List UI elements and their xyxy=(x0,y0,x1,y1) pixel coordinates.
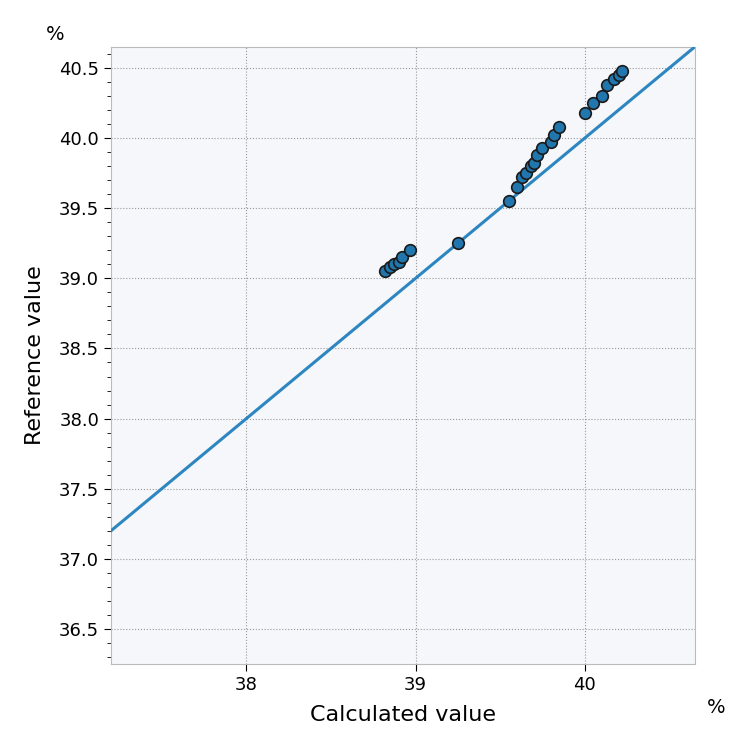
Point xyxy=(392,256,404,268)
Point xyxy=(616,64,628,76)
Point xyxy=(596,90,608,102)
Point xyxy=(452,237,464,249)
Point xyxy=(524,160,536,172)
Point xyxy=(548,129,560,141)
Point xyxy=(536,142,548,154)
Point xyxy=(379,266,391,278)
Point xyxy=(601,79,613,91)
Point xyxy=(608,74,619,86)
Point xyxy=(528,158,540,170)
Text: %: % xyxy=(706,698,725,717)
X-axis label: Calculated value: Calculated value xyxy=(310,705,496,725)
Y-axis label: Reference value: Reference value xyxy=(25,266,45,446)
Point xyxy=(545,136,557,148)
Point xyxy=(520,167,532,179)
Text: %: % xyxy=(46,25,64,44)
Point xyxy=(579,106,591,118)
Point xyxy=(396,251,408,263)
Point xyxy=(516,171,528,183)
Point xyxy=(384,261,396,273)
Point xyxy=(503,195,515,207)
Point xyxy=(511,182,523,194)
Point xyxy=(587,97,599,109)
Point xyxy=(97,606,109,618)
Point xyxy=(613,69,625,81)
Point xyxy=(388,258,400,270)
Point xyxy=(554,121,566,133)
Point xyxy=(532,149,544,161)
Point xyxy=(404,244,416,256)
